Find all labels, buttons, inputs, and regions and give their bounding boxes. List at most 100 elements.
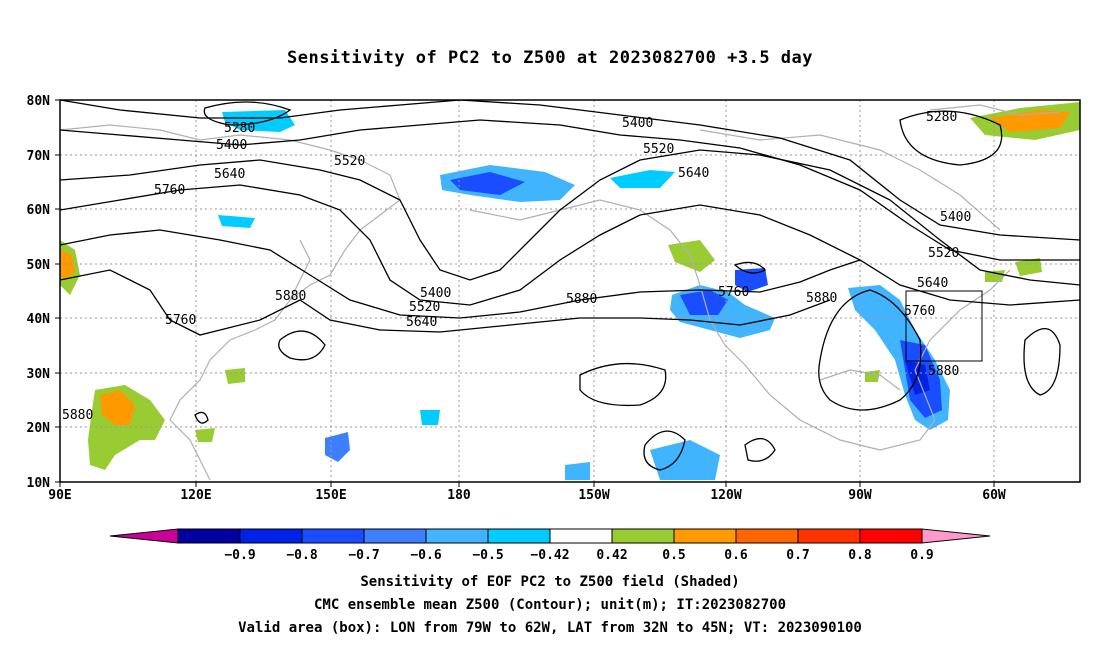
- lat-label: 70N: [27, 149, 51, 164]
- contour-label: 5880: [928, 364, 959, 379]
- shade-orange: [100, 390, 135, 425]
- colorbar-label: 0.7: [786, 548, 809, 563]
- shade-green: [225, 368, 245, 384]
- contour-label: 5400: [622, 116, 653, 131]
- contour-high: [579, 362, 667, 407]
- lat-label: 10N: [27, 476, 51, 491]
- colorbar-box: [487, 528, 551, 544]
- lon-label: 90E: [48, 488, 71, 503]
- contour-high: [278, 330, 326, 361]
- contour-label: 5280: [224, 121, 255, 136]
- colorbar-left-triangle: [109, 528, 179, 544]
- contour-label: 5400: [420, 286, 451, 301]
- colorbar-label: −0.8: [286, 548, 317, 563]
- colorbar-label: −0.7: [348, 548, 379, 563]
- contour-high: [194, 411, 209, 424]
- colorbar-box: [425, 528, 489, 544]
- shade-orange: [990, 110, 1070, 132]
- shaded-sensitivity: [60, 102, 1080, 480]
- contour-low: [899, 110, 1003, 166]
- contour-label: 5640: [917, 276, 948, 291]
- shade-blue: [325, 432, 350, 462]
- contour-high: [643, 430, 686, 471]
- valid-area-box: [905, 290, 983, 362]
- contour-label: 5400: [940, 210, 971, 225]
- footer-line-1: Sensitivity of EOF PC2 to Z500 field (Sh…: [360, 574, 740, 590]
- contour-label: 5880: [275, 289, 306, 304]
- contour-label: 5880: [62, 408, 93, 423]
- colorbar-label: −0.6: [410, 548, 441, 563]
- coast-america-east: [879, 269, 1011, 451]
- colorbar-box: [301, 528, 365, 544]
- contour-label: 5640: [406, 315, 437, 330]
- tick-marks: [55, 99, 995, 487]
- colorbar-label: −0.42: [530, 548, 569, 563]
- lat-label: 30N: [27, 367, 51, 382]
- shade-blue: [650, 440, 720, 480]
- colorbar-box: [859, 528, 923, 544]
- footer-line-3: Valid area (box): LON from 79W to 62W, L…: [238, 620, 862, 636]
- colorbar-label: 0.42: [596, 548, 627, 563]
- coast-japan: [289, 239, 311, 301]
- contour-label: 5880: [566, 292, 597, 307]
- shade-lightblue: [420, 410, 440, 425]
- colorbar-label: 0.5: [662, 548, 685, 563]
- colorbar-label: 0.8: [848, 548, 872, 563]
- lat-label: 60N: [27, 203, 51, 218]
- colorbar-box: [611, 528, 675, 544]
- colorbar: −0.9 −0.8 −0.7 −0.6 −0.5 −0.42 0.42 0.5 0.6 0.7 0.…: [109, 528, 991, 563]
- contour-labels: 5280 5400 5520 5640 5760 5880 5400 5520 …: [62, 110, 971, 423]
- contour-label: 5520: [409, 300, 440, 315]
- lat-labels: 80N 70N 60N 50N 40N 30N 20N 10N: [27, 94, 51, 491]
- lon-label: 60W: [982, 488, 1006, 503]
- footer-line-2: CMC ensemble mean Z500 (Contour); unit(m…: [313, 597, 786, 613]
- shade-green: [1015, 258, 1042, 276]
- coast-arctic: [699, 129, 1001, 231]
- colorbar-label: −0.5: [472, 548, 503, 563]
- contour-line: [60, 100, 1080, 241]
- colorbar-box: [177, 528, 241, 544]
- colorbar-label: −0.9: [224, 548, 255, 563]
- lon-label: 120W: [710, 488, 741, 503]
- colorbar-box: [549, 528, 613, 544]
- lon-label: 180: [447, 488, 471, 503]
- colorbar-right-triangle: [921, 528, 991, 544]
- colorbar-box: [239, 528, 303, 544]
- coast-asia-south: [169, 419, 211, 481]
- lon-label: 120E: [180, 488, 211, 503]
- contour-label: 5520: [334, 154, 365, 169]
- contour-label: 5760: [154, 183, 185, 198]
- contour-label: 5280: [926, 110, 957, 125]
- lon-label: 150E: [315, 488, 346, 503]
- shade-darkblue: [735, 268, 768, 292]
- shade-darkblue: [680, 290, 728, 315]
- lat-label: 20N: [27, 421, 51, 436]
- colorbar-box: [673, 528, 737, 544]
- shade-lightblue: [222, 110, 295, 132]
- coast-america-west: [469, 199, 881, 451]
- gridlines: [60, 100, 1080, 482]
- shade-orange: [60, 250, 75, 280]
- contour-low: [733, 261, 767, 274]
- colorbar-box: [797, 528, 861, 544]
- colorbar-boxes: [177, 528, 923, 544]
- colorbar-labels: −0.9 −0.8 −0.7 −0.6 −0.5 −0.42 0.42 0.5 0.6 0.7 0.…: [224, 548, 933, 563]
- contour-label: 5520: [643, 142, 674, 157]
- shade-green: [668, 240, 715, 272]
- contour-line: [60, 229, 861, 319]
- colorbar-box: [363, 528, 427, 544]
- shade-lightblue: [218, 215, 255, 228]
- lon-label: 90W: [848, 488, 872, 503]
- colorbar-label: 0.9: [910, 548, 933, 563]
- coast-greenland: [929, 104, 1061, 116]
- contour-line: [60, 184, 1080, 306]
- contour-label: 5400: [216, 138, 247, 153]
- contour-high: [818, 289, 922, 411]
- lon-labels: 90E 120E 150E 180 150W 120W 90W 60W: [48, 488, 1006, 503]
- shade-green: [985, 270, 1005, 282]
- contour-high: [744, 438, 776, 462]
- shade-green: [195, 428, 215, 442]
- lat-label: 80N: [27, 94, 51, 109]
- colorbar-box: [735, 528, 799, 544]
